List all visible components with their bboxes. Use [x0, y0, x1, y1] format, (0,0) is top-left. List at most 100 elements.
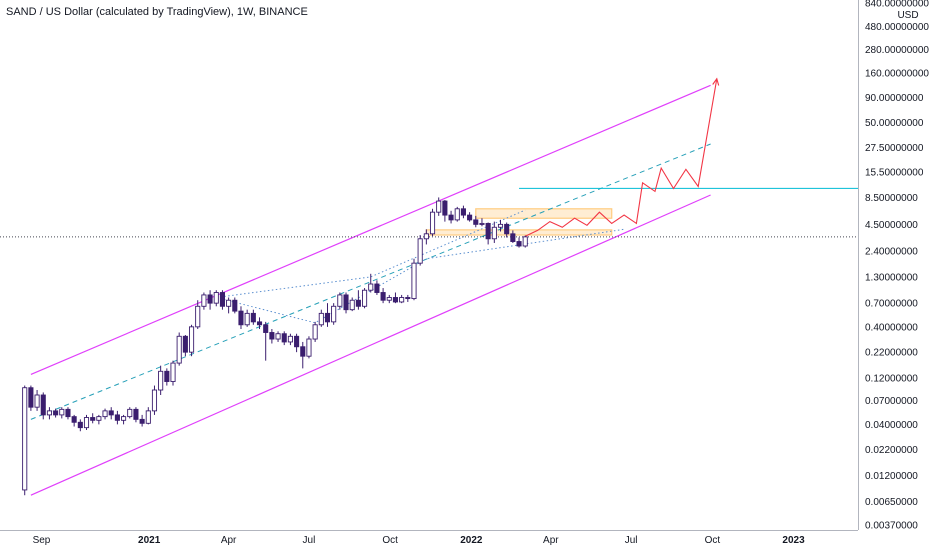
candle[interactable] — [479, 218, 485, 227]
candle[interactable] — [380, 288, 386, 304]
candle-body — [448, 214, 454, 221]
candle[interactable] — [176, 332, 182, 366]
channel-upper-line[interactable] — [30, 84, 711, 375]
candle[interactable] — [442, 199, 448, 222]
candle[interactable] — [411, 258, 417, 301]
projection-path[interactable] — [524, 78, 718, 237]
x-tick-label: Oct — [705, 535, 721, 546]
candle-body — [460, 208, 466, 216]
candle[interactable] — [504, 222, 510, 238]
candle[interactable] — [331, 303, 337, 325]
candle[interactable] — [121, 414, 127, 425]
candle[interactable] — [392, 292, 399, 304]
candle[interactable] — [485, 222, 491, 245]
candle[interactable] — [423, 229, 429, 245]
candle[interactable] — [127, 407, 133, 419]
candle[interactable] — [343, 292, 349, 314]
candle[interactable] — [429, 208, 436, 237]
candle[interactable] — [207, 290, 213, 310]
candle[interactable] — [275, 331, 281, 342]
candle[interactable] — [269, 329, 275, 344]
candle[interactable] — [102, 408, 108, 420]
candle[interactable] — [250, 309, 256, 325]
candle[interactable] — [324, 303, 331, 327]
candle[interactable] — [263, 321, 269, 361]
candle[interactable] — [182, 334, 188, 357]
candle[interactable] — [164, 368, 170, 386]
candle[interactable] — [96, 414, 102, 425]
candle[interactable] — [497, 219, 504, 232]
candle[interactable] — [362, 288, 368, 309]
candle[interactable] — [139, 414, 145, 427]
candle[interactable] — [473, 215, 479, 228]
candle[interactable] — [337, 292, 343, 310]
candle[interactable] — [355, 290, 361, 310]
candle[interactable] — [374, 280, 380, 295]
candle[interactable] — [28, 385, 34, 411]
candle[interactable] — [522, 235, 528, 248]
candle[interactable] — [188, 324, 195, 357]
candle[interactable] — [294, 333, 300, 353]
candle[interactable] — [158, 365, 164, 395]
candle[interactable] — [195, 300, 201, 330]
x-tick-label: Oct — [382, 535, 398, 546]
candle[interactable] — [417, 234, 423, 266]
candle[interactable] — [213, 290, 219, 307]
candle[interactable] — [448, 210, 454, 224]
candle[interactable] — [436, 197, 442, 216]
candle[interactable] — [232, 297, 238, 314]
candle[interactable] — [226, 297, 232, 314]
candle-body — [269, 332, 275, 340]
candle[interactable] — [71, 414, 77, 427]
candle[interactable] — [238, 306, 244, 330]
candle[interactable] — [454, 206, 460, 222]
candle[interactable] — [256, 317, 263, 330]
x-tick-label: 2023 — [782, 535, 805, 546]
candle[interactable] — [77, 419, 83, 432]
candle[interactable] — [83, 414, 90, 431]
candle[interactable] — [399, 294, 405, 304]
candle[interactable] — [53, 408, 59, 418]
candle[interactable] — [368, 273, 374, 293]
candle[interactable] — [244, 309, 250, 327]
candle[interactable] — [108, 407, 114, 420]
candle[interactable] — [349, 297, 355, 312]
candle[interactable] — [145, 407, 151, 425]
candle-body — [164, 370, 170, 382]
candle[interactable] — [114, 410, 120, 425]
candle[interactable] — [90, 413, 96, 424]
candle[interactable] — [405, 294, 411, 302]
candle[interactable] — [151, 385, 158, 415]
candle[interactable] — [46, 407, 52, 420]
candle[interactable] — [460, 205, 466, 219]
candle[interactable] — [491, 221, 497, 243]
candle[interactable] — [312, 321, 318, 342]
candle[interactable] — [133, 407, 139, 423]
candle[interactable] — [201, 292, 207, 310]
candle[interactable] — [306, 336, 312, 359]
price-axis[interactable] — [858, 0, 932, 550]
candle[interactable] — [219, 290, 225, 310]
candle-body — [380, 292, 386, 301]
candle[interactable] — [281, 331, 287, 346]
candle[interactable] — [34, 390, 40, 411]
candle[interactable] — [516, 237, 522, 248]
candle[interactable] — [318, 309, 324, 327]
candle[interactable] — [59, 407, 65, 419]
candle[interactable] — [300, 341, 306, 369]
candle-body — [133, 408, 139, 420]
candle[interactable] — [40, 392, 46, 420]
candle[interactable] — [65, 407, 71, 420]
candle[interactable] — [170, 360, 176, 386]
candle[interactable] — [386, 294, 392, 304]
channel-lower-line[interactable] — [30, 194, 711, 496]
candle[interactable] — [467, 212, 473, 222]
candle-body — [374, 283, 380, 293]
x-tick-label: 2022 — [460, 535, 483, 546]
candle[interactable] — [510, 230, 516, 243]
candle[interactable] — [22, 385, 28, 496]
candle[interactable] — [287, 333, 293, 346]
support-zone[interactable] — [425, 229, 613, 236]
resistance-zone[interactable] — [475, 208, 613, 219]
